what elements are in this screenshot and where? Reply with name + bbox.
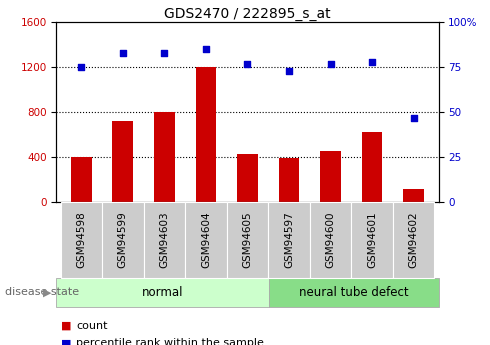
Text: GSM94604: GSM94604 bbox=[201, 211, 211, 268]
Text: GSM94597: GSM94597 bbox=[284, 211, 294, 268]
Point bbox=[410, 115, 417, 120]
Text: GSM94605: GSM94605 bbox=[243, 211, 252, 268]
Bar bbox=[112, 121, 133, 202]
Point bbox=[368, 59, 376, 65]
Bar bbox=[154, 112, 175, 202]
Bar bbox=[237, 154, 258, 202]
Text: GSM94600: GSM94600 bbox=[325, 211, 336, 268]
Bar bbox=[362, 132, 383, 202]
Text: ■: ■ bbox=[61, 338, 72, 345]
Text: percentile rank within the sample: percentile rank within the sample bbox=[76, 338, 264, 345]
Text: neural tube defect: neural tube defect bbox=[299, 286, 409, 299]
Bar bbox=[320, 151, 341, 202]
Point bbox=[327, 61, 335, 67]
Bar bbox=[279, 158, 299, 202]
Text: GSM94602: GSM94602 bbox=[409, 211, 418, 268]
Text: GSM94599: GSM94599 bbox=[118, 211, 128, 268]
Bar bbox=[403, 189, 424, 202]
Title: GDS2470 / 222895_s_at: GDS2470 / 222895_s_at bbox=[164, 7, 331, 21]
Bar bbox=[71, 157, 92, 202]
Point bbox=[119, 50, 127, 56]
Text: normal: normal bbox=[142, 286, 183, 299]
Text: GSM94601: GSM94601 bbox=[367, 211, 377, 268]
Text: disease state: disease state bbox=[5, 287, 79, 297]
Point bbox=[285, 68, 293, 73]
Point bbox=[202, 47, 210, 52]
Text: GSM94603: GSM94603 bbox=[159, 211, 170, 268]
Bar bbox=[196, 67, 216, 202]
Text: GSM94598: GSM94598 bbox=[76, 211, 86, 268]
Text: ▶: ▶ bbox=[43, 287, 51, 297]
Text: count: count bbox=[76, 321, 107, 331]
Point bbox=[244, 61, 251, 67]
Point bbox=[77, 65, 85, 70]
Point bbox=[160, 50, 168, 56]
Text: ■: ■ bbox=[61, 321, 72, 331]
